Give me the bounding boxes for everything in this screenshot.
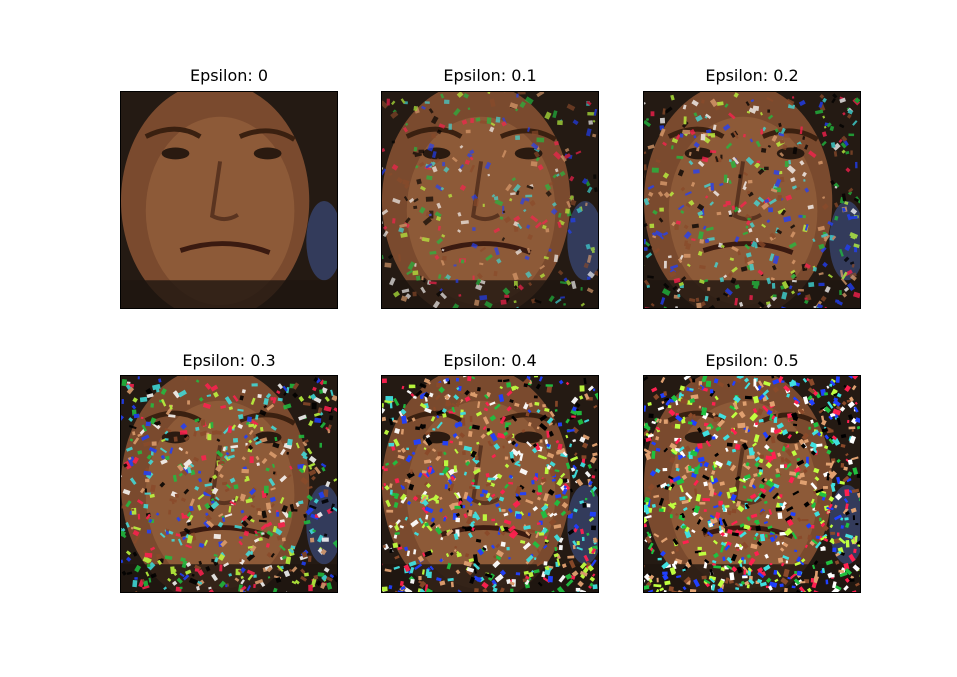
image-panel-eps-0.4 (381, 375, 599, 593)
panel-title-2: Epsilon: 0.2 (642, 66, 862, 86)
panel-title-5: Epsilon: 0.5 (642, 351, 862, 371)
image-panel-eps-0.5 (643, 375, 861, 593)
panel-title-1: Epsilon: 0.1 (380, 66, 600, 86)
face-image-0 (121, 92, 337, 308)
panel-title-3: Epsilon: 0.3 (119, 351, 339, 371)
image-panel-eps-0 (120, 91, 338, 309)
image-panel-eps-0.2 (643, 91, 861, 309)
panel-title-0: Epsilon: 0 (119, 66, 339, 86)
panel-title-4: Epsilon: 0.4 (380, 351, 600, 371)
face-image-4 (382, 376, 598, 592)
face-image-2 (644, 92, 860, 308)
face-image-5 (644, 376, 860, 592)
image-panel-eps-0.3 (120, 375, 338, 593)
face-image-3 (121, 376, 337, 592)
face-image-1 (382, 92, 598, 308)
image-panel-eps-0.1 (381, 91, 599, 309)
